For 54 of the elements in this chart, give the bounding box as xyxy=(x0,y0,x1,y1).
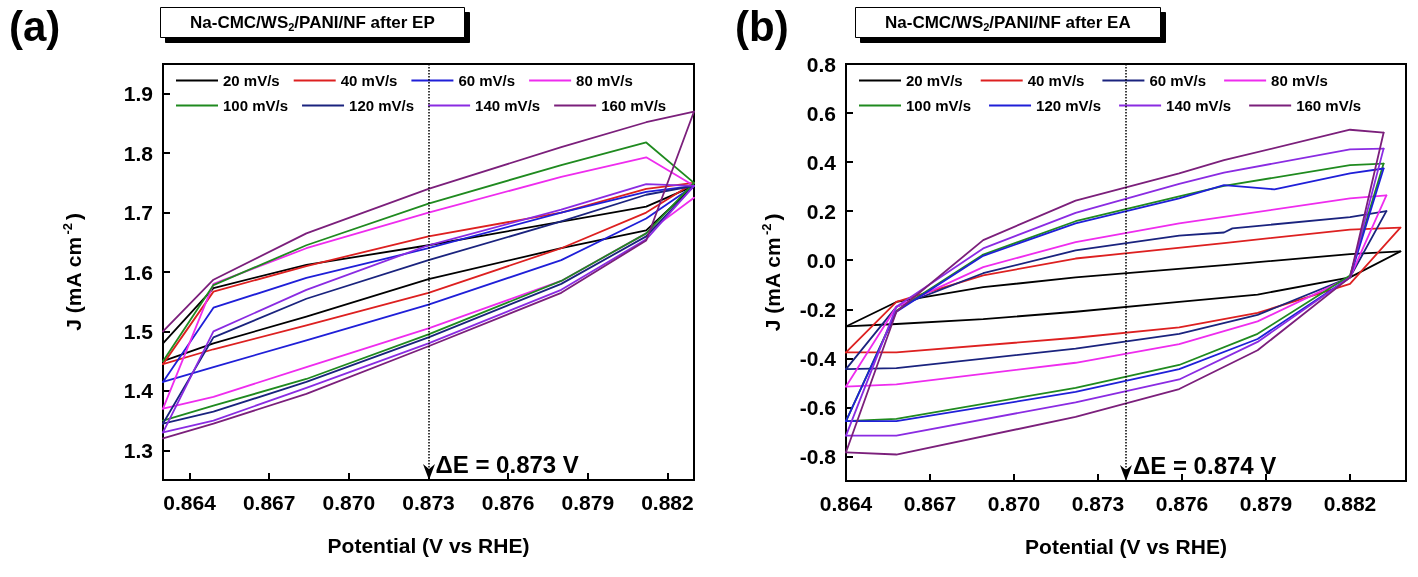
legend-label: 120 mV/s xyxy=(349,97,415,114)
y-tick-label: 0.8 xyxy=(806,52,837,76)
x-tick-label: 0.882 xyxy=(1323,492,1377,515)
y-tick-label: 0.2 xyxy=(806,199,836,223)
x-tick-label: 0.879 xyxy=(1239,492,1293,515)
y-tick-label: 1.5 xyxy=(123,319,154,343)
x-tick-label: 0.867 xyxy=(242,491,296,514)
y-tick-label: 1.6 xyxy=(123,260,153,284)
legend-label: 140 mV/s xyxy=(1166,97,1232,114)
x-tick-label: 0.876 xyxy=(481,491,535,514)
legend-label: 20 mV/s xyxy=(223,72,280,89)
legend-label: 160 mV/s xyxy=(1296,97,1362,114)
legend-label: 100 mV/s xyxy=(223,97,289,114)
x-tick-label: 0.870 xyxy=(322,491,376,514)
legend-label: 60 mV/s xyxy=(1149,72,1207,89)
x-tick-label: 0.879 xyxy=(561,491,615,514)
x-tick-label: 0.864 xyxy=(819,492,873,515)
x-tick-label: 0.876 xyxy=(1155,492,1209,515)
text: (b) xyxy=(735,2,789,50)
ref-line-label: ΔE = 0.873 V xyxy=(435,450,579,478)
y-tick-label: -0.6 xyxy=(799,395,836,419)
y-tick-label: 1.8 xyxy=(123,141,154,165)
y-tick-label: -0.2 xyxy=(799,297,836,321)
legend-label: 80 mV/s xyxy=(576,72,633,89)
y-tick-label: 0.6 xyxy=(806,101,836,125)
x-tick-label: 0.867 xyxy=(903,492,957,515)
y-tick-label: 0.0 xyxy=(806,248,836,272)
text: (a) xyxy=(9,2,61,50)
legend-label: 20 mV/s xyxy=(906,72,963,89)
y-tick-label: -0.8 xyxy=(799,444,837,468)
x-axis-title: Potential (V vs RHE) xyxy=(327,534,530,557)
x-tick-label: 0.870 xyxy=(987,492,1041,515)
y-tick-label: 1.4 xyxy=(123,379,154,403)
legend-label: 40 mV/s xyxy=(340,72,398,89)
legend-label: 80 mV/s xyxy=(1271,72,1328,89)
legend-label: 40 mV/s xyxy=(1027,72,1085,89)
x-tick-label: 0.873 xyxy=(1071,492,1125,515)
y-tick-label: -0.4 xyxy=(799,346,837,370)
y-tick-label: 0.4 xyxy=(806,150,837,174)
x-tick-label: 0.882 xyxy=(641,491,694,514)
y-axis-title: J (mA cm-2) xyxy=(759,213,784,332)
x-tick-label: 0.873 xyxy=(402,491,455,514)
legend-label: 160 mV/s xyxy=(601,97,667,114)
y-tick-label: 1.9 xyxy=(123,82,153,106)
x-tick-label: 0.864 xyxy=(163,491,217,514)
y-tick-label: 1.3 xyxy=(123,438,153,462)
legend-label: 120 mV/s xyxy=(1036,97,1102,114)
legend-label: 140 mV/s xyxy=(475,97,541,114)
y-axis-title: J (mA cm-2) xyxy=(60,212,85,331)
x-axis-title: Potential (V vs RHE) xyxy=(1025,535,1227,558)
y-tick-label: 1.7 xyxy=(123,201,153,225)
ref-line-label: ΔE = 0.874 V xyxy=(1133,451,1277,479)
legend-label: 100 mV/s xyxy=(906,97,972,114)
legend-label: 60 mV/s xyxy=(458,72,516,89)
